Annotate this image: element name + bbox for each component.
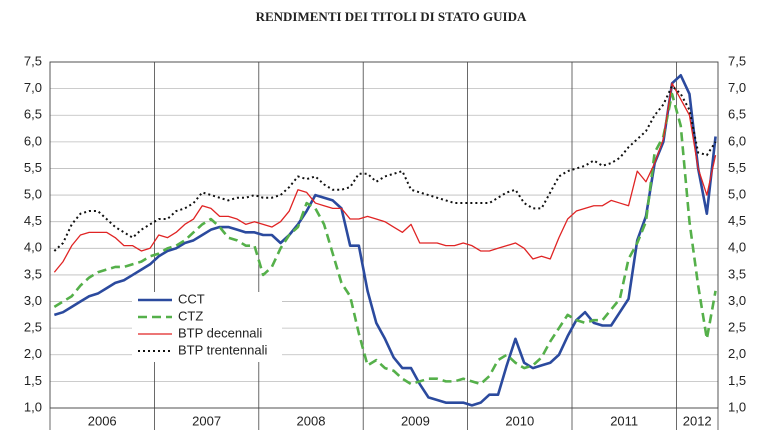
legend-label: CTZ xyxy=(178,308,203,323)
y-tick-label: 3,0 xyxy=(24,293,42,308)
y2-tick-label: 3,0 xyxy=(728,293,746,308)
y2-tick-label: 3,5 xyxy=(728,266,746,281)
y-tick-label: 4,5 xyxy=(24,213,42,228)
y2-tick-label: 7,5 xyxy=(728,53,746,68)
y-tick-label: 1,5 xyxy=(24,373,42,388)
y2-tick-label: 4,0 xyxy=(728,240,746,255)
x-tick-label: 2011 xyxy=(610,413,638,428)
y-tick-label: 6,0 xyxy=(24,133,42,148)
y-tick-label: 3,5 xyxy=(24,266,42,281)
x-tick-label: 2008 xyxy=(297,413,326,428)
y-tick-label: 5,0 xyxy=(24,187,42,202)
y2-tick-label: 2,5 xyxy=(728,320,746,335)
legend-label: BTP trentennali xyxy=(178,342,267,357)
y-tick-label: 2,0 xyxy=(24,346,42,361)
y2-tick-label: 5,5 xyxy=(728,160,746,175)
x-tick-label: 2012 xyxy=(683,413,712,428)
y2-tick-label: 4,5 xyxy=(728,213,746,228)
series-line xyxy=(53,82,717,273)
series-line xyxy=(53,84,717,252)
legend-label: BTP decennali xyxy=(178,325,262,340)
legend-label: CCT xyxy=(178,291,205,306)
y2-tick-label: 2,0 xyxy=(728,346,746,361)
y-tick-label: 7,0 xyxy=(24,80,42,95)
chart-title: RENDIMENTI DEI TITOLI DI STATO GUIDA xyxy=(256,9,527,24)
series-line xyxy=(53,74,717,407)
y-tick-label: 5,5 xyxy=(24,160,42,175)
y-tick-label: 2,5 xyxy=(24,320,42,335)
y-tick-label: 1,0 xyxy=(24,399,42,414)
y-tick-label: 7,5 xyxy=(24,53,42,68)
y2-tick-label: 5,0 xyxy=(728,187,746,202)
x-tick-label: 2010 xyxy=(505,413,534,428)
x-tick-label: 2006 xyxy=(88,413,117,428)
x-tick-label: 2007 xyxy=(192,413,221,428)
y2-tick-label: 6,5 xyxy=(728,107,746,122)
y-tick-label: 4,0 xyxy=(24,240,42,255)
y-tick-label: 6,5 xyxy=(24,107,42,122)
y2-tick-label: 6,0 xyxy=(728,133,746,148)
y2-tick-label: 1,0 xyxy=(728,399,746,414)
plot-frame xyxy=(49,61,719,409)
y2-tick-label: 7,0 xyxy=(728,80,746,95)
series-line xyxy=(53,92,717,386)
x-tick-label: 2009 xyxy=(401,413,430,428)
y2-tick-label: 1,5 xyxy=(728,373,746,388)
legend-box xyxy=(132,292,282,362)
